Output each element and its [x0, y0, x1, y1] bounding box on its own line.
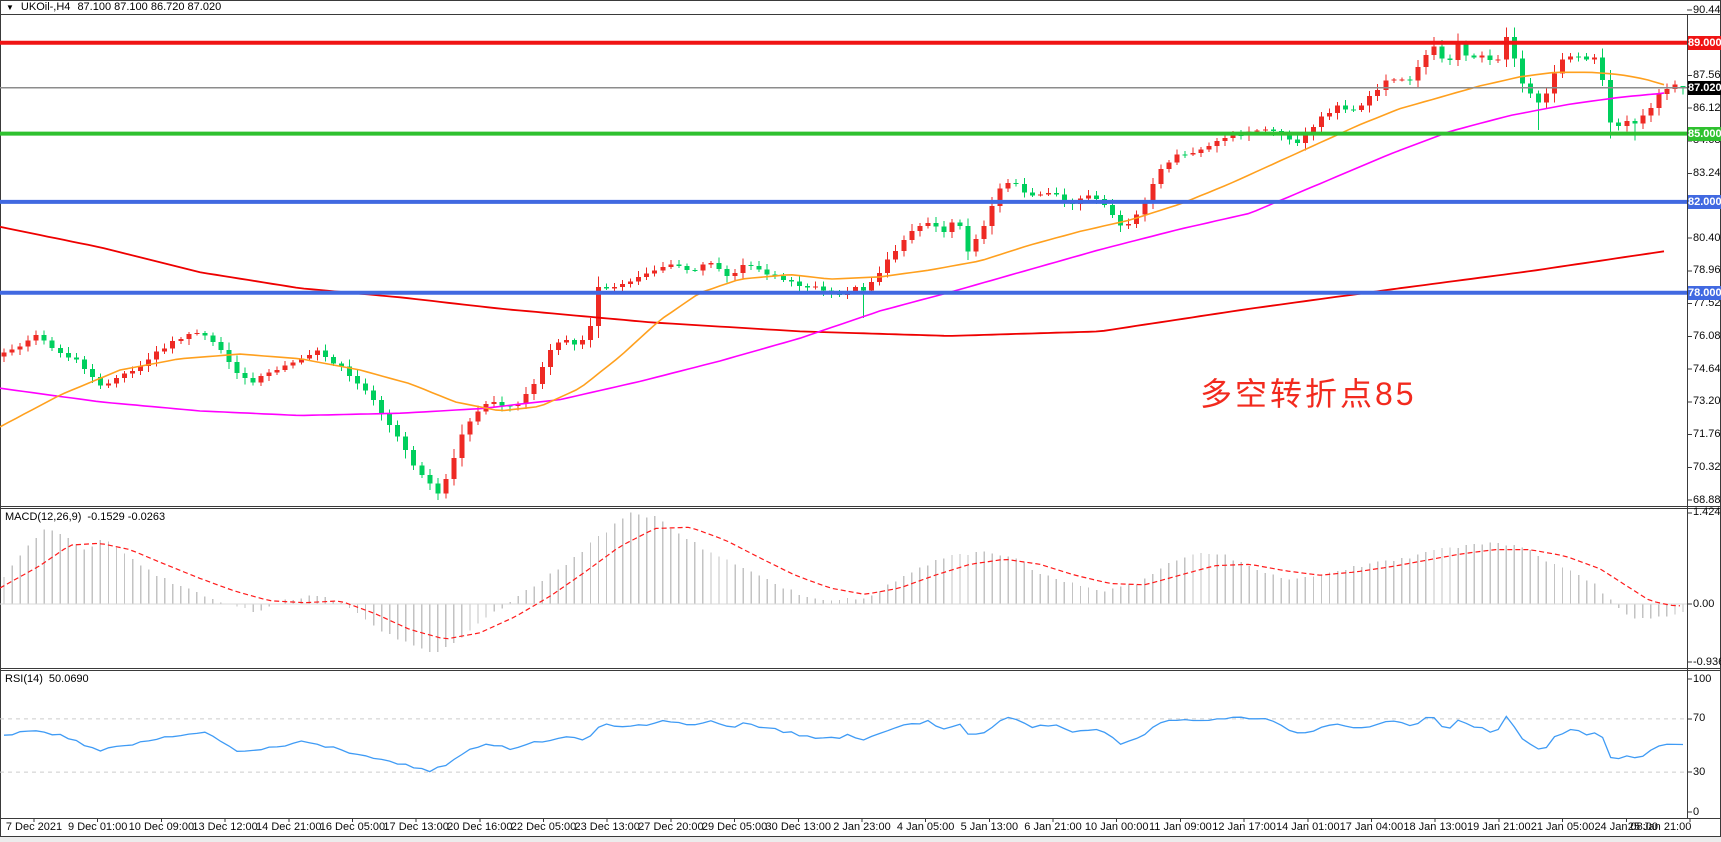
price-axis-label: 68.880: [1693, 493, 1721, 506]
ohlc-values: 87.100 87.100 86.720 87.020: [77, 1, 222, 13]
macd-histogram: [3, 512, 1684, 653]
time-axis-label: 10 Jan 00:00: [1084, 821, 1149, 833]
time-axis-label: 27 Dec 20:00: [638, 821, 704, 833]
rsi-name: RSI(14): [5, 673, 43, 685]
macd-axis-label: 0.00: [1693, 597, 1715, 610]
time-axis-label: 25 Jan 21:00: [1627, 821, 1692, 833]
price-axis-label: 74.640: [1693, 362, 1721, 375]
price-line-badge: 87.020: [1688, 80, 1721, 95]
macd-name: MACD(12,26,9): [5, 511, 82, 523]
price-axis-label: 80.400: [1693, 231, 1721, 244]
macd-values: -0.1529 -0.0263: [87, 511, 166, 523]
price-line-badge: 82.000: [1688, 194, 1721, 209]
price-axis-label: 90.440: [1693, 3, 1721, 16]
time-axis-label: 9 Dec 01:00: [68, 821, 128, 833]
price-axis-label: 73.200: [1693, 395, 1721, 408]
time-axis-label: 14 Jan 01:00: [1275, 821, 1340, 833]
symbol-timeframe-label: UKOil-,H4: [20, 1, 71, 13]
axis-ticks: [33, 9, 1692, 822]
price-axis-label: 76.080: [1693, 329, 1721, 342]
price-line-badge: 89.000: [1688, 35, 1721, 50]
time-axis-label: 30 Dec 13:00: [765, 821, 831, 833]
macd-axis-label: -0.9363: [1693, 655, 1721, 668]
time-axis-label: 21 Jan 05:00: [1530, 821, 1595, 833]
ma-mid-magenta-line: [0, 92, 1665, 417]
time-axis-label: 17 Jan 04:00: [1339, 821, 1404, 833]
time-axis-label: 16 Dec 05:00: [319, 821, 386, 833]
ma-fast-orange-line: [0, 71, 1665, 428]
collapse-triangle-icon[interactable]: ▼: [6, 3, 14, 12]
price-axis-label: 83.240: [1693, 167, 1721, 180]
rsi-axis-label: 30: [1693, 765, 1706, 778]
macd-signal-line: [0, 526, 1681, 640]
time-axis-label: 10 Dec 09:00: [128, 821, 195, 833]
rsi-line: [3, 715, 1684, 773]
rsi-indicator-label: RSI(14) 50.0690: [5, 673, 89, 686]
time-axis-label: 13 Dec 12:00: [192, 821, 258, 833]
time-axis-label: 19 Jan 21:00: [1467, 821, 1531, 833]
price-line-badge: 85.000: [1688, 126, 1721, 141]
rsi-value: 50.0690: [48, 673, 89, 685]
price-line-badge: 78.000: [1688, 285, 1721, 300]
price-axis-label: 70.320: [1693, 460, 1721, 473]
macd-axis-label: 1.4246: [1693, 506, 1721, 519]
time-axis-label: 14 Dec 21:00: [256, 821, 322, 833]
time-axis-label: 11 Jan 09:00: [1149, 821, 1212, 833]
candlestick-series: [1, 27, 1686, 501]
time-axis-label: 23 Dec 13:00: [574, 821, 640, 833]
time-axis-label: 18 Jan 13:00: [1403, 821, 1467, 833]
macd-indicator-label: MACD(12,26,9) -0.1529 -0.0263: [5, 511, 165, 524]
rsi-axis-label: 70: [1693, 712, 1706, 725]
chart-header: ▼ UKOil-,H4 87.100 87.100 86.720 87.020: [6, 1, 221, 14]
price-axis-label: 77.520: [1693, 297, 1721, 310]
rsi-axis-label: 100: [1693, 672, 1712, 685]
time-axis-label: 4 Jan 05:00: [896, 821, 955, 833]
time-axis-label: 29 Dec 05:00: [701, 821, 768, 833]
time-axis-label: 7 Dec 2021: [5, 821, 63, 833]
price-axis-label: 87.560: [1693, 68, 1721, 81]
price-axis-label: 71.760: [1693, 428, 1721, 441]
ma-slow-red-line: [0, 225, 1665, 337]
price-axis-label: 86.120: [1693, 101, 1721, 114]
time-axis-label: 17 Dec 13:00: [383, 821, 449, 833]
time-axis-label: 22 Dec 05:00: [510, 821, 577, 833]
price-axis-label: 78.960: [1693, 264, 1721, 277]
time-axis-label: 12 Jan 17:00: [1212, 821, 1276, 833]
time-axis-label: 5 Jan 13:00: [960, 821, 1019, 833]
trend-annotation: 多空转折点85: [1200, 376, 1417, 412]
rsi-level-lines: [0, 718, 1687, 773]
time-axis-label: 2 Jan 23:00: [833, 821, 891, 833]
time-axis-label: 24 Jan 08:00: [1594, 821, 1659, 833]
time-axis-label: 20 Dec 16:00: [447, 821, 513, 833]
time-axis-label: 6 Jan 21:00: [1024, 821, 1082, 833]
rsi-axis-label: 0: [1693, 805, 1700, 818]
